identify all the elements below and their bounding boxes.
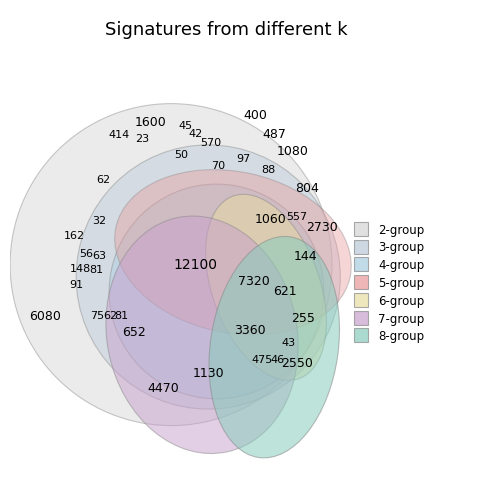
Text: 88: 88 <box>261 165 275 175</box>
Ellipse shape <box>115 170 351 335</box>
Text: 43: 43 <box>282 338 296 348</box>
Text: 621: 621 <box>273 285 296 298</box>
Text: 42: 42 <box>188 129 203 139</box>
Text: 2550: 2550 <box>281 357 313 370</box>
Ellipse shape <box>76 145 340 409</box>
Title: Signatures from different k: Signatures from different k <box>105 21 348 38</box>
Text: 97: 97 <box>236 154 250 164</box>
Text: 32: 32 <box>92 216 106 226</box>
Text: 1600: 1600 <box>135 116 166 129</box>
Text: 414: 414 <box>109 130 130 140</box>
Ellipse shape <box>209 236 340 458</box>
Text: 91: 91 <box>69 280 83 290</box>
Text: 162: 162 <box>64 231 85 241</box>
Text: 6080: 6080 <box>29 309 61 323</box>
Text: 70: 70 <box>212 161 226 170</box>
Text: 487: 487 <box>263 128 286 141</box>
Text: 557: 557 <box>286 212 307 222</box>
Text: 23: 23 <box>135 134 149 144</box>
Text: 1130: 1130 <box>193 367 224 381</box>
Text: 46: 46 <box>270 354 284 364</box>
Text: 63: 63 <box>92 250 106 261</box>
Text: 81: 81 <box>114 311 129 321</box>
Text: 3360: 3360 <box>234 324 265 337</box>
Text: 4470: 4470 <box>147 382 179 395</box>
Text: 255: 255 <box>291 312 315 325</box>
Text: 62: 62 <box>103 311 117 321</box>
Text: 652: 652 <box>122 326 146 339</box>
Text: 400: 400 <box>244 109 268 122</box>
Text: 56: 56 <box>80 249 93 259</box>
Text: 62: 62 <box>96 175 110 185</box>
Text: 144: 144 <box>293 250 317 263</box>
Text: 1080: 1080 <box>277 145 309 158</box>
Ellipse shape <box>109 184 324 399</box>
Text: 2730: 2730 <box>306 221 338 234</box>
Text: 45: 45 <box>178 121 193 132</box>
Ellipse shape <box>10 104 332 425</box>
Text: 1060: 1060 <box>255 213 286 226</box>
Legend: 2-group, 3-group, 4-group, 5-group, 6-group, 7-group, 8-group: 2-group, 3-group, 4-group, 5-group, 6-gr… <box>350 219 429 348</box>
Text: 81: 81 <box>89 265 103 275</box>
Text: 12100: 12100 <box>174 258 218 272</box>
Text: 75: 75 <box>90 311 104 321</box>
Text: 804: 804 <box>295 182 319 195</box>
Ellipse shape <box>106 216 298 454</box>
Text: 475: 475 <box>251 354 273 364</box>
Ellipse shape <box>206 195 327 381</box>
Text: 7320: 7320 <box>238 275 270 288</box>
Text: 570: 570 <box>200 138 221 148</box>
Text: 50: 50 <box>174 150 188 160</box>
Text: 148: 148 <box>70 264 91 274</box>
